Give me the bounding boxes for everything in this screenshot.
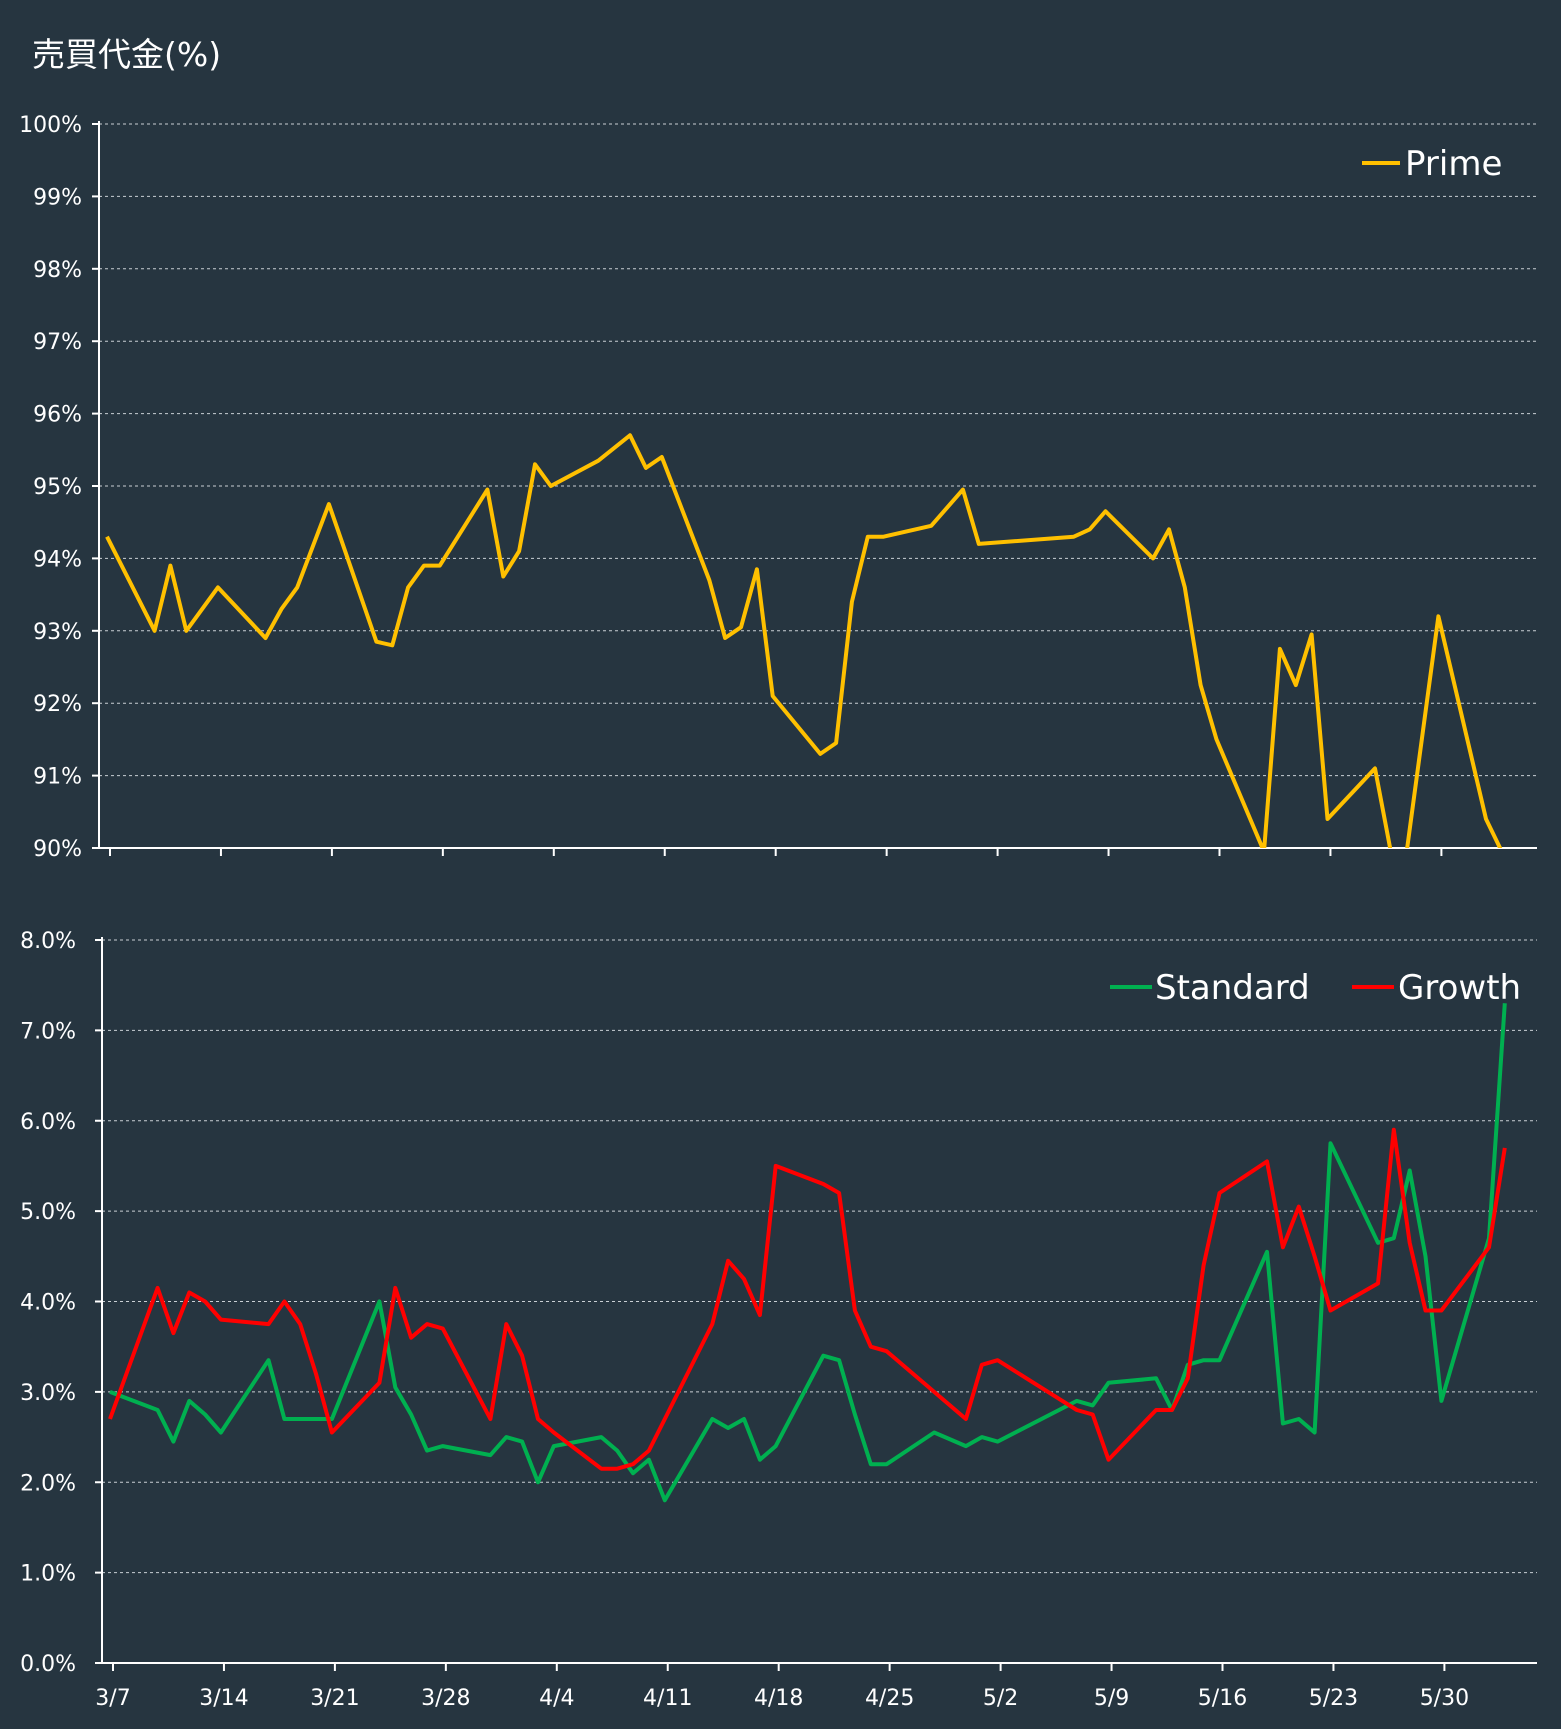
x-tick-label: 5/16 [1198,1686,1247,1711]
x-tick-label: 3/28 [421,1686,470,1711]
x-tick-label: 4/25 [865,1686,914,1711]
y-tick-label: 90% [33,837,82,862]
y-tick-label: 94% [33,547,82,572]
growth-series-line [108,1127,1507,1471]
standard-legend-label: Standard [1155,968,1310,1008]
x-tick-label: 4/4 [539,1686,574,1711]
x-tick-label: 4/11 [643,1686,692,1711]
y-tick-label: 4.0% [20,1291,76,1316]
x-tick-label: 5/9 [1094,1686,1129,1711]
y-tick-label: 97% [33,330,82,355]
y-tick-label: 96% [33,403,82,428]
prime-series-line [105,433,1503,848]
x-tick-label: 3/21 [310,1686,359,1711]
standard-series-line [109,1003,1507,1503]
y-tick-label: 0.0% [20,1652,76,1677]
y-tick-label: 6.0% [20,1110,76,1135]
y-tick-label: 5.0% [20,1200,76,1225]
y-tick-label: 95% [33,475,82,500]
y-tick-label: 98% [33,258,82,283]
y-tick-label: 7.0% [20,1019,76,1044]
prime-legend-label: Prime [1405,144,1502,184]
y-tick-label: 3.0% [20,1381,76,1406]
page-title: 売買代金(%) [32,35,222,74]
x-tick-label: 4/18 [754,1686,803,1711]
y-tick-label: 8.0% [20,929,76,954]
x-tick-label: 3/7 [95,1686,130,1711]
y-tick-label: 93% [33,620,82,645]
x-tick-label: 5/23 [1309,1686,1358,1711]
prime-chart: 90%91%92%93%94%95%96%97%98%99%100%3/73/1… [19,113,1537,862]
y-tick-label: 100% [19,113,82,138]
y-tick-label: 99% [33,185,82,210]
y-tick-label: 92% [33,692,82,717]
y-tick-label: 2.0% [20,1471,76,1496]
y-tick-label: 1.0% [20,1562,76,1587]
growth-legend-label: Growth [1398,968,1521,1008]
x-tick-label: 5/30 [1420,1686,1469,1711]
x-tick-label: 5/2 [983,1686,1018,1711]
x-tick-label: 3/14 [199,1686,248,1711]
y-tick-label: 91% [33,765,82,790]
